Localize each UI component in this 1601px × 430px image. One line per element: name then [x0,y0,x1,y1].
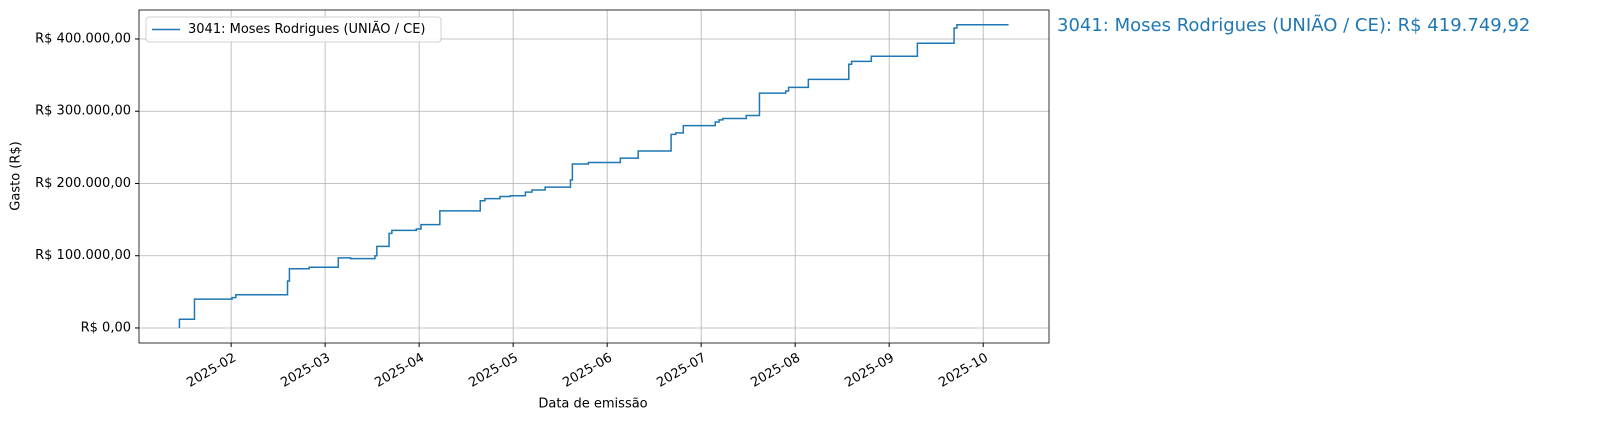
x-tick-label: 2025-06 [560,351,615,391]
y-tick-label: R$ 200.000,00 [35,176,131,191]
plot-frame [138,9,1050,344]
line-series [178,23,1009,328]
x-tick-label: 2025-08 [748,351,803,391]
legend-label: 3041: Moses Rodrigues (UNIÃO / CE) [188,21,426,37]
y-tick-label: R$ 100.000,00 [35,248,131,263]
y-tick-label: R$ 0,00 [81,320,131,335]
x-tick-label: 2025-05 [466,351,521,391]
x-axis-label: Data de emissão [538,397,647,412]
annotation: 3041: Moses Rodrigues (UNIÃO / CE): R$ 4… [1057,14,1530,36]
x-tick-label: 2025-07 [654,351,709,391]
legend-box [145,16,442,43]
x-tick-label: 2025-02 [184,351,239,391]
y-axis-label: Gasto (R$) [9,141,24,210]
x-tick-label: 2025-10 [936,351,991,391]
x-tick-label: 2025-09 [842,351,897,391]
x-tick-label: 2025-04 [372,351,427,391]
y-tick-label: R$ 300.000,00 [35,104,131,119]
x-tick-label: 2025-03 [278,351,333,391]
y-tick-label: R$ 400.000,00 [35,31,131,46]
